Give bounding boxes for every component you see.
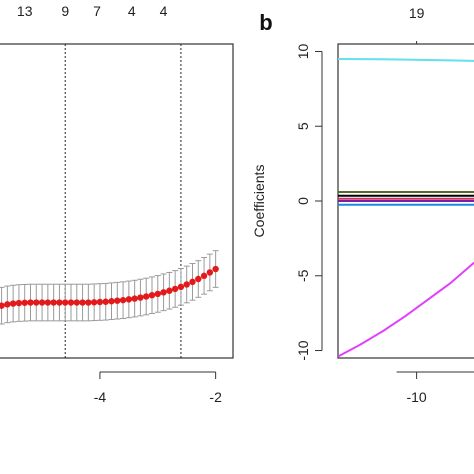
- panel-a-point: [200, 272, 208, 280]
- panel-a-top-label: 4: [128, 3, 136, 19]
- panel-a-point: [33, 299, 40, 306]
- panel-a-point: [177, 283, 185, 291]
- panel-a-point: [96, 298, 104, 306]
- panel-a-frame: [0, 43, 234, 359]
- panel-a-point: [195, 275, 202, 283]
- panel-a-point: [148, 292, 156, 299]
- panel-a-top-label: 4: [160, 3, 168, 19]
- panel-a-top-label: 9: [61, 3, 69, 19]
- panel-b-y-axis-title: Coefficients: [251, 165, 267, 238]
- panel-b-series-group: [338, 58, 474, 358]
- panel-a-point: [0, 302, 5, 309]
- panel-a-point: [114, 297, 121, 304]
- panel-a-point: [90, 299, 98, 306]
- panel-a-top-label: 7: [93, 3, 101, 19]
- panel-b-series-line: [338, 58, 474, 62]
- panel-a-point: [62, 299, 69, 306]
- panel-a-point: [166, 287, 173, 294]
- panel-a-point: [125, 296, 133, 303]
- panel-b-top-label: 19: [409, 5, 425, 21]
- panel-a-point: [38, 299, 46, 306]
- panel-a-point: [27, 299, 34, 306]
- panel-a-top-label: 13: [17, 3, 33, 19]
- panel-b-y-tick-label: -5: [295, 269, 311, 282]
- panel-a-point: [143, 293, 150, 300]
- panel-b-y-tick-label: 0: [295, 197, 311, 205]
- panel-a-point: [137, 294, 144, 301]
- panel-a-point: [119, 296, 127, 304]
- panel-b-y-tick-label: 5: [295, 122, 311, 130]
- panel-a-point: [131, 295, 138, 302]
- panel-a-point: [154, 290, 161, 298]
- panel-a-point: [4, 301, 11, 308]
- panel-a-point: [56, 299, 63, 306]
- panel-a-point: [160, 289, 167, 296]
- panel-a-x-tick-label: -4: [94, 389, 107, 405]
- panel-a-point: [108, 298, 115, 305]
- panel-a-point: [9, 300, 17, 307]
- panel-a-point: [85, 299, 92, 306]
- panel-a-point: [183, 281, 190, 288]
- panel-a-point: [21, 299, 28, 306]
- panel-b-label: b: [259, 10, 272, 35]
- panel-a-point: [102, 298, 109, 305]
- panel-b-x-tick-label: -10: [406, 389, 426, 405]
- panel-a-point: [212, 265, 219, 273]
- panel-a-point: [189, 278, 196, 286]
- panel-a-point: [67, 299, 75, 306]
- panel-a-point: [50, 299, 57, 306]
- panel-a-point: [171, 285, 179, 293]
- panel-a-point: [15, 299, 23, 307]
- panel-a-x-tick-label: -2: [209, 389, 222, 405]
- panel-a-point: [73, 299, 80, 306]
- panel-b-y-tick-label: 10: [295, 43, 311, 59]
- panel-b-series-line: [338, 261, 474, 358]
- panel-a-point: [206, 269, 214, 276]
- panel-a-point: [79, 299, 86, 306]
- panel-a-point: [44, 299, 52, 306]
- panel-b-y-tick-label: -10: [295, 340, 311, 360]
